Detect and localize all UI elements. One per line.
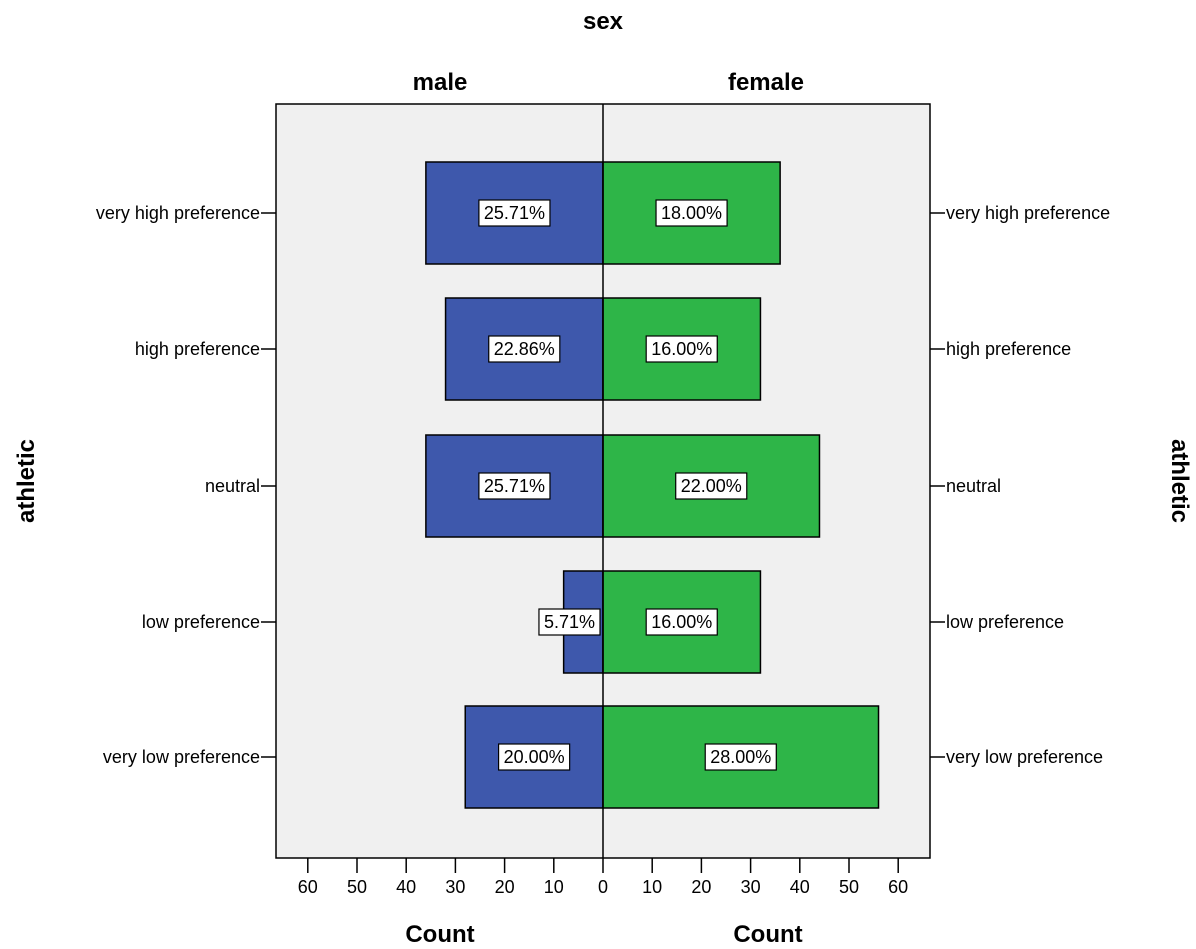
data-label-box-female-2 <box>675 472 748 500</box>
data-label-box-male-0 <box>478 199 551 227</box>
category-label-left-3: low preference <box>142 612 260 632</box>
data-label-female-4: 28.00% <box>710 747 771 767</box>
panel-header-male: male <box>413 69 468 96</box>
x-axis-title-female: Count <box>733 921 802 948</box>
data-label-box-male-3 <box>538 608 601 636</box>
category-label-right-0: very high preference <box>946 203 1110 223</box>
data-label-male-0: 25.71% <box>484 203 545 223</box>
x-tick-label-left-1: 50 <box>347 877 367 897</box>
category-label-left-1: high preference <box>135 339 260 359</box>
data-label-box-female-4 <box>704 743 777 771</box>
data-label-male-3: 5.71% <box>544 612 595 632</box>
x-tick-label-right-2: 30 <box>741 877 761 897</box>
x-tick-label-right-3: 40 <box>790 877 810 897</box>
y-axis-title-left: athletic <box>13 439 40 523</box>
x-tick-label-left-4: 20 <box>495 877 515 897</box>
data-label-box-male-1 <box>488 335 561 363</box>
category-label-right-2: neutral <box>946 476 1001 496</box>
category-label-right-4: very low preference <box>946 747 1103 767</box>
x-tick-label-right-5: 60 <box>888 877 908 897</box>
data-label-female-2: 22.00% <box>681 476 742 496</box>
data-label-box-male-4 <box>497 743 571 771</box>
category-label-left-2: neutral <box>205 476 260 496</box>
x-tick-label-right-4: 50 <box>839 877 859 897</box>
y-axis-title-right: athletic <box>1166 439 1193 523</box>
data-label-box-male-2 <box>478 472 551 500</box>
category-axes-layer: very high preference very high preference… <box>96 203 1110 767</box>
x-tick-label-right-0: 10 <box>642 877 662 897</box>
category-label-right-3: low preference <box>946 612 1064 632</box>
x-ticks-layer: 60 50 40 30 20 10 0 10 20 30 40 50 60 <box>298 858 908 897</box>
x-tick-label-left-0: 60 <box>298 877 318 897</box>
category-label-left-0: very high preference <box>96 203 260 223</box>
data-label-male-4: 20.00% <box>504 747 565 767</box>
x-tick-label-left-2: 40 <box>396 877 416 897</box>
panel-header-female: female <box>728 69 804 96</box>
x-axis-title-male: Count <box>405 921 474 948</box>
data-label-female-0: 18.00% <box>661 203 722 223</box>
data-label-box-female-0 <box>655 199 728 227</box>
x-tick-label-right-1: 20 <box>691 877 711 897</box>
data-label-male-2: 25.71% <box>484 476 545 496</box>
chart-title: sex <box>583 8 624 35</box>
data-label-female-1: 16.00% <box>651 339 712 359</box>
data-label-box-female-3 <box>645 608 718 636</box>
x-tick-label-left-6: 0 <box>598 877 608 897</box>
data-label-box-female-1 <box>645 335 718 363</box>
data-label-male-1: 22.86% <box>494 339 555 359</box>
x-tick-label-left-3: 30 <box>445 877 465 897</box>
category-label-left-4: very low preference <box>103 747 260 767</box>
data-label-female-3: 16.00% <box>651 612 712 632</box>
category-label-right-1: high preference <box>946 339 1071 359</box>
data-labels-layer: 25.71% 22.86% 25.71% 5.71% 20.00% 18.00% 16.00… <box>478 199 777 771</box>
x-tick-label-left-5: 10 <box>544 877 564 897</box>
